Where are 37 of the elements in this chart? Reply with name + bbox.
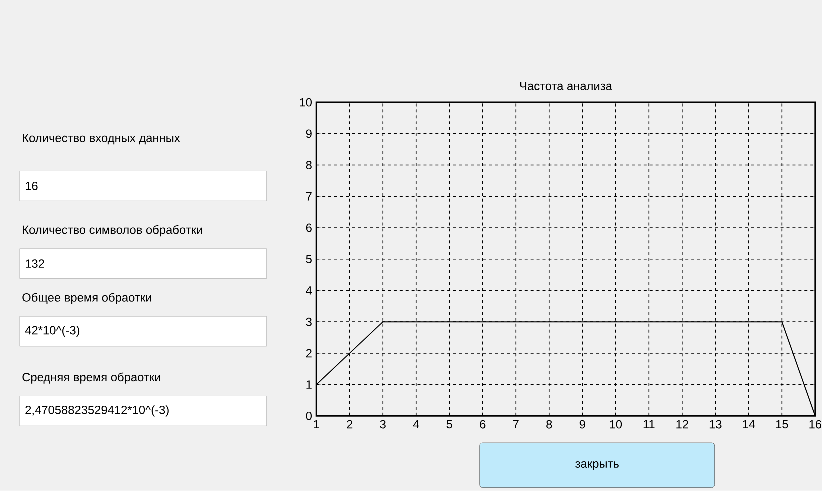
x-tick-label: 7 [513, 420, 519, 429]
x-tick-label: 2 [347, 420, 353, 429]
chart-title: Частота анализа [520, 82, 612, 91]
x-tick-label: 16 [810, 420, 822, 429]
text: Средняя время обраотки [22, 372, 160, 384]
y-tick-label: 5 [306, 255, 312, 264]
x-tick-label: 12 [676, 420, 688, 429]
y-tick-label: 2 [306, 349, 312, 358]
text: закрыть [576, 462, 619, 470]
y-tick-label: 0 [306, 412, 312, 420]
y-tick-label: 8 [306, 161, 312, 170]
x-tick-label: 10 [610, 420, 622, 429]
x-tick-label: 9 [580, 420, 586, 429]
x-tick-label: 4 [413, 420, 420, 429]
y-tick-label: 9 [306, 130, 312, 138]
x-tick-label: 14 [743, 420, 756, 429]
y-tick-label: 4 [306, 286, 312, 295]
text: 2,47058823529412*10^(-3) [26, 406, 169, 417]
text: 42*10^(-3) [25, 326, 80, 338]
x-tick-label: 15 [776, 420, 788, 429]
text: Количество символов обработки [23, 225, 202, 237]
text: Общее время обраотки [22, 293, 152, 304]
y-tick-label: 3 [306, 318, 312, 326]
x-tick-label: 6 [480, 420, 486, 429]
text: 132 [26, 260, 44, 268]
y-tick-label: 7 [306, 192, 312, 201]
text: 16 [26, 182, 38, 190]
x-tick-label: 11 [644, 420, 655, 429]
y-tick-label: 10 [300, 98, 312, 107]
x-tick-label: 3 [380, 420, 386, 429]
x-tick-label: 5 [446, 420, 452, 429]
x-tick-label: 13 [710, 420, 722, 429]
y-tick-label: 1 [306, 380, 312, 389]
y-tick-label: 6 [306, 224, 312, 232]
x-tick-label: 1 [314, 420, 320, 429]
x-tick-label: 8 [546, 420, 552, 429]
text: Количество входных данных [23, 134, 180, 145]
